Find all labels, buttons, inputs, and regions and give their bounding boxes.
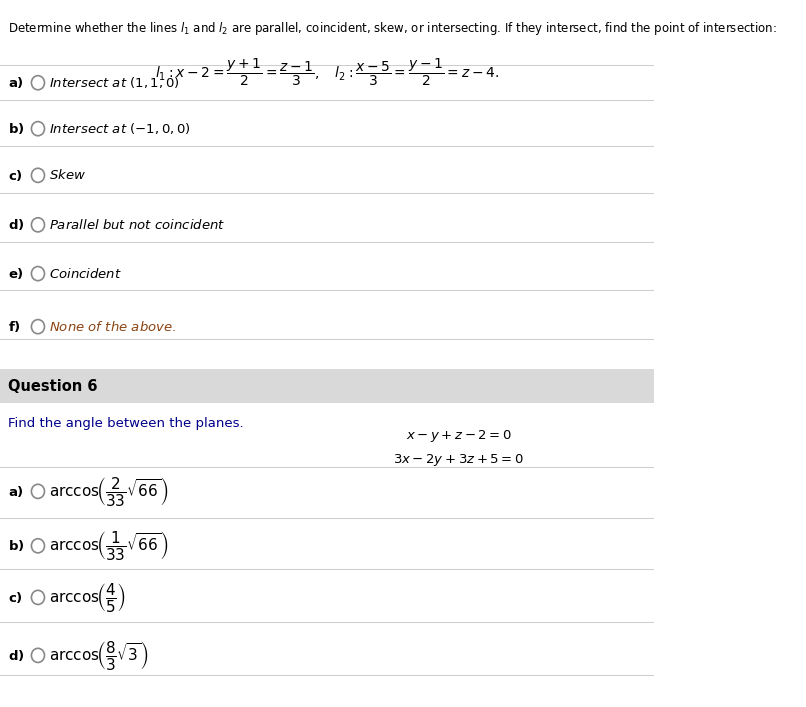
Text: $\mathrm{arccos}\!\left(\dfrac{2}{33}\sqrt{66}\right)$: $\mathrm{arccos}\!\left(\dfrac{2}{33}\sq… <box>49 475 168 508</box>
Text: $\mathbf{a}$): $\mathbf{a}$) <box>8 75 24 90</box>
FancyBboxPatch shape <box>0 369 654 403</box>
Text: $x - y + z - 2 = 0$: $x - y + z - 2 = 0$ <box>405 428 512 444</box>
Text: $\mathbf{b}$): $\mathbf{b}$) <box>8 121 24 136</box>
Text: $\mathbf{e}$): $\mathbf{e}$) <box>8 266 24 281</box>
Text: $l_1 : x - 2 = \dfrac{y+1}{2} = \dfrac{z-1}{3}, \quadl_2 : \dfrac{x-5}{3} = \dfr: $l_1 : x - 2 = \dfrac{y+1}{2} = \dfrac{z… <box>155 57 499 88</box>
Text: $3x - 2y + 3z + 5 = 0$: $3x - 2y + 3z + 5 = 0$ <box>393 452 523 469</box>
Text: $\mathrm{arccos}\!\left(\dfrac{8}{3}\sqrt{3}\right)$: $\mathrm{arccos}\!\left(\dfrac{8}{3}\sqr… <box>49 639 149 672</box>
Text: $\mathit{Skew}$: $\mathit{Skew}$ <box>49 168 86 182</box>
Text: $\mathit{Coincident}$: $\mathit{Coincident}$ <box>49 267 122 281</box>
Text: $\mathbf{d}$): $\mathbf{d}$) <box>8 217 24 233</box>
Text: $\mathit{Intersect\ at\ (-1, 0, 0)}$: $\mathit{Intersect\ at\ (-1, 0, 0)}$ <box>49 121 191 136</box>
Text: $\mathbf{c}$): $\mathbf{c}$) <box>8 168 23 183</box>
Text: $\mathbf{f}$): $\mathbf{f}$) <box>8 319 21 334</box>
Text: $\mathit{Parallel\ but\ not\ coincident}$: $\mathit{Parallel\ but\ not\ coincident}… <box>49 218 226 232</box>
Text: Find the angle between the planes.: Find the angle between the planes. <box>8 417 243 430</box>
Text: Question 6: Question 6 <box>8 379 98 395</box>
Text: $\mathbf{a}$): $\mathbf{a}$) <box>8 484 24 499</box>
Text: $\mathit{Intersect\ at\ (1, 1, 0)}$: $\mathit{Intersect\ at\ (1, 1, 0)}$ <box>49 75 180 90</box>
Text: Determine whether the lines $l_1$ and $l_2$ are parallel, coincident, skew, or i: Determine whether the lines $l_1$ and $l… <box>8 20 777 37</box>
Text: $\mathbf{b}$): $\mathbf{b}$) <box>8 538 24 554</box>
Text: $\mathbf{d}$): $\mathbf{d}$) <box>8 648 24 663</box>
Text: $\mathrm{arccos}\!\left(\dfrac{1}{33}\sqrt{66}\right)$: $\mathrm{arccos}\!\left(\dfrac{1}{33}\sq… <box>49 530 168 562</box>
Text: $\mathrm{arccos}\!\left(\dfrac{4}{5}\right)$: $\mathrm{arccos}\!\left(\dfrac{4}{5}\rig… <box>49 581 126 614</box>
Text: $\mathit{None\ of\ the\ above.}$: $\mathit{None\ of\ the\ above.}$ <box>49 320 177 334</box>
Text: $\mathbf{c}$): $\mathbf{c}$) <box>8 590 23 605</box>
